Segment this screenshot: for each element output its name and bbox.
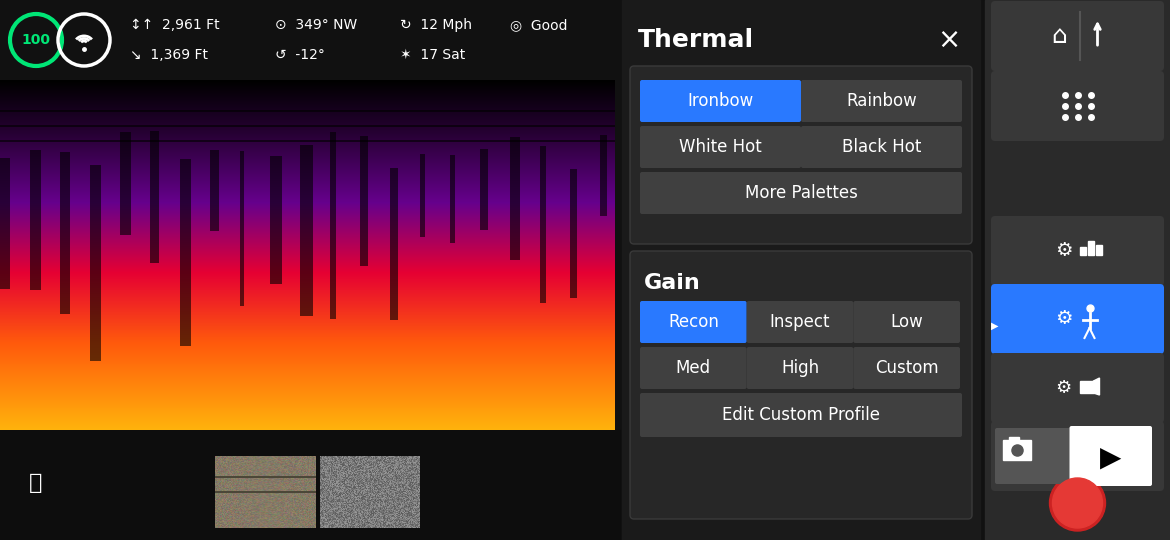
- Text: ⚙: ⚙: [1054, 241, 1072, 260]
- FancyBboxPatch shape: [991, 284, 1164, 354]
- Bar: [1080, 381, 1094, 393]
- Bar: [339, 276, 347, 285]
- Circle shape: [1049, 475, 1106, 531]
- Text: ✥: ✥: [149, 159, 164, 177]
- FancyBboxPatch shape: [629, 251, 972, 519]
- Bar: [0, 430, 620, 540]
- FancyBboxPatch shape: [801, 126, 962, 168]
- Text: ✶  17 Sat: ✶ 17 Sat: [400, 48, 466, 62]
- Text: Gain: Gain: [644, 273, 701, 293]
- Bar: [622, 0, 980, 540]
- Polygon shape: [1094, 378, 1100, 395]
- Bar: [1095, 245, 1101, 255]
- Text: L: 24°C: L: 24°C: [197, 364, 248, 378]
- Text: ⊙  349° NW: ⊙ 349° NW: [275, 18, 357, 32]
- FancyBboxPatch shape: [167, 118, 191, 140]
- FancyBboxPatch shape: [1069, 426, 1152, 486]
- FancyBboxPatch shape: [991, 1, 1164, 71]
- Bar: [985, 0, 1170, 540]
- FancyBboxPatch shape: [640, 80, 801, 122]
- Text: Rainbow: Rainbow: [846, 92, 917, 110]
- Bar: [302, 234, 310, 242]
- Text: H: 120°C: H: 120°C: [301, 364, 363, 378]
- FancyBboxPatch shape: [261, 251, 326, 279]
- Text: 62°C: 62°C: [274, 258, 315, 273]
- Text: ▶: ▶: [1100, 444, 1121, 472]
- Bar: [1087, 241, 1094, 255]
- Text: Ironbow: Ironbow: [688, 92, 753, 110]
- FancyBboxPatch shape: [746, 301, 853, 343]
- FancyBboxPatch shape: [746, 347, 853, 389]
- Bar: [1003, 440, 1031, 460]
- FancyBboxPatch shape: [991, 216, 1164, 286]
- Text: Thermal: Thermal: [638, 28, 755, 52]
- Text: ⛶: ⛶: [29, 473, 42, 493]
- Text: More Palettes: More Palettes: [744, 184, 858, 202]
- Text: ⚙: ⚙: [1055, 379, 1072, 397]
- FancyBboxPatch shape: [991, 71, 1164, 141]
- Text: Black Hot: Black Hot: [841, 138, 921, 156]
- Circle shape: [1053, 478, 1102, 528]
- FancyBboxPatch shape: [166, 356, 498, 386]
- Text: Recon: Recon: [668, 313, 718, 331]
- FancyBboxPatch shape: [640, 393, 962, 437]
- FancyBboxPatch shape: [853, 301, 961, 343]
- Bar: [339, 276, 347, 285]
- Text: High: High: [780, 359, 819, 377]
- FancyBboxPatch shape: [853, 347, 961, 389]
- Text: ⚙: ⚙: [1054, 309, 1072, 328]
- Text: Low: Low: [890, 313, 923, 331]
- Text: ↺  -12°: ↺ -12°: [275, 48, 325, 62]
- Text: H: H: [342, 256, 353, 270]
- FancyBboxPatch shape: [640, 347, 746, 389]
- Text: Custom: Custom: [875, 359, 938, 377]
- Text: Inspect: Inspect: [770, 313, 831, 331]
- Text: ↻  12 Mph: ↻ 12 Mph: [400, 18, 472, 32]
- Text: White Hot: White Hot: [679, 138, 762, 156]
- Text: ◎  Good: ◎ Good: [510, 18, 567, 32]
- Text: 100: 100: [21, 33, 50, 47]
- FancyBboxPatch shape: [640, 126, 801, 168]
- FancyBboxPatch shape: [991, 421, 1164, 491]
- Text: ×: ×: [937, 26, 961, 54]
- FancyBboxPatch shape: [640, 172, 962, 214]
- FancyBboxPatch shape: [994, 428, 1078, 484]
- Text: ▶: ▶: [991, 321, 998, 331]
- Bar: [1009, 437, 1019, 441]
- Text: Manual: Manual: [541, 99, 613, 117]
- FancyBboxPatch shape: [629, 66, 972, 244]
- Text: ↕↑  2,961 Ft: ↕↑ 2,961 Ft: [130, 18, 220, 32]
- Bar: [171, 141, 180, 150]
- Text: Edit Custom Profile: Edit Custom Profile: [722, 406, 880, 424]
- Text: L: L: [176, 123, 183, 136]
- Text: A: 72°C: A: 72°C: [417, 364, 469, 378]
- Text: ⌂: ⌂: [1052, 24, 1067, 48]
- Text: ↘  1,369 Ft: ↘ 1,369 Ft: [130, 48, 208, 62]
- FancyBboxPatch shape: [335, 251, 362, 275]
- Bar: [0, 0, 985, 80]
- FancyBboxPatch shape: [991, 353, 1164, 423]
- FancyBboxPatch shape: [801, 80, 962, 122]
- Text: Med: Med: [676, 359, 711, 377]
- Bar: [1080, 247, 1086, 255]
- FancyBboxPatch shape: [640, 301, 746, 343]
